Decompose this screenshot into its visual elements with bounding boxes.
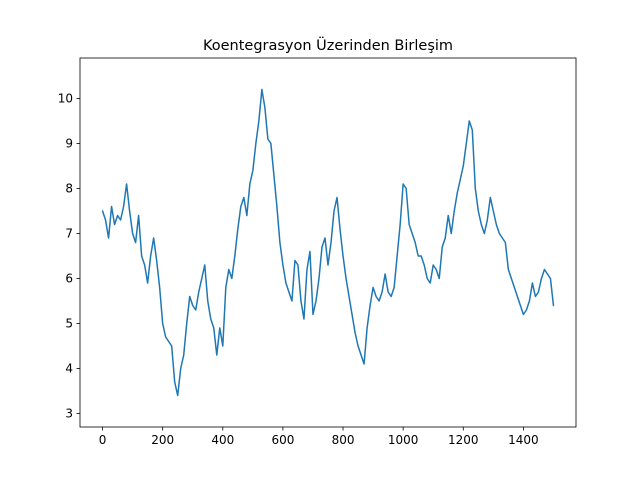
x-tick-label: 600	[271, 433, 294, 447]
x-tick-label: 1000	[388, 433, 419, 447]
y-tick-label: 8	[65, 182, 73, 196]
x-tick-label: 1200	[448, 433, 479, 447]
y-tick-label: 4	[65, 362, 73, 376]
chart-title: Koentegrasyon Üzerinden Birleşim	[203, 36, 453, 54]
y-tick-label: 5	[65, 317, 73, 331]
y-tick-label: 9	[65, 137, 73, 151]
x-tick-label: 0	[99, 433, 107, 447]
y-tick-label: 6	[65, 272, 73, 286]
y-tick-label: 10	[58, 92, 73, 106]
x-tick-label: 200	[151, 433, 174, 447]
y-tick-label: 7	[65, 227, 73, 241]
plot-area: 0 200 400 600 800 1000 1200 1400 3 4 5 6 7 8 9 10	[58, 57, 577, 447]
x-tick-label: 1400	[508, 433, 539, 447]
x-tick-label: 400	[211, 433, 234, 447]
y-tick-label: 3	[65, 407, 73, 421]
x-tick-label: 800	[332, 433, 355, 447]
axes-frame	[79, 57, 577, 428]
series-line-0	[101, 88, 555, 397]
